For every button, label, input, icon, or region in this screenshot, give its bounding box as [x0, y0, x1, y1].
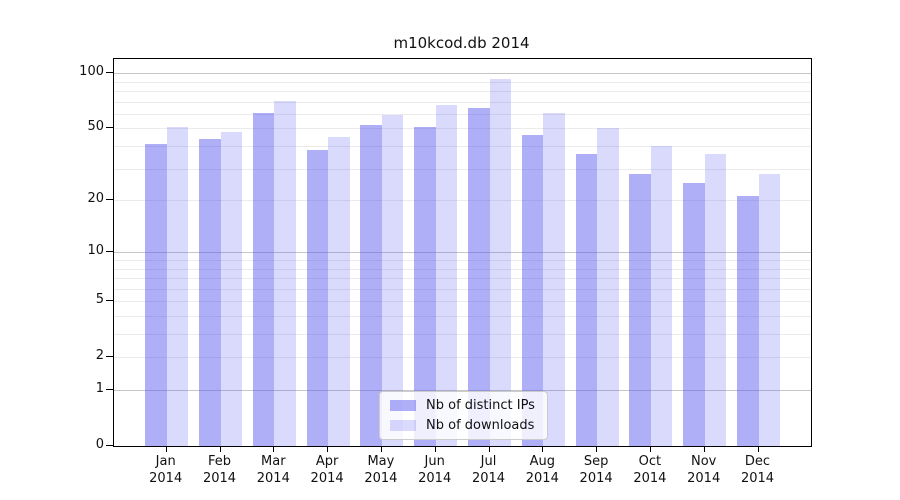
- x-tick-label: May 2014: [364, 454, 398, 486]
- x-tick-label: Dec 2014: [740, 454, 775, 486]
- bar-ips-mar: [252, 112, 275, 446]
- gridline-tick: [114, 200, 811, 202]
- legend-label-downloads: Nb of downloads: [426, 418, 535, 433]
- gridline-minor: [114, 91, 811, 93]
- y-tick-label: 10: [87, 243, 104, 259]
- x-tick-label: Nov 2014: [687, 454, 721, 486]
- bar-ips-jul: [468, 107, 490, 446]
- x-tick-mark: [649, 446, 651, 452]
- gridline-tick: [114, 128, 811, 130]
- bar-downloads-aug: [543, 112, 565, 446]
- y-tick-mark: [106, 72, 113, 74]
- bar-downloads-sep: [597, 128, 619, 446]
- legend-swatch-ips: [390, 400, 416, 411]
- x-tick-mark: [219, 446, 221, 452]
- gridline-minor: [114, 168, 811, 170]
- bar-downloads-may: [381, 115, 404, 446]
- x-tick-label: Feb 2014: [202, 454, 237, 486]
- x-tick-label: Apr 2014: [310, 454, 344, 486]
- legend-item-ips: Nb of distinct IPs: [390, 398, 535, 413]
- y-tick-mark: [106, 127, 113, 129]
- bar-downloads-jan: [166, 126, 189, 446]
- plot-area: [113, 58, 812, 447]
- y-tick-mark: [106, 445, 113, 446]
- y-tick-mark: [106, 389, 113, 390]
- x-tick-mark: [542, 446, 544, 452]
- y-tick-mark: [106, 251, 113, 253]
- y-tick-mark: [106, 356, 113, 358]
- bar-ips-apr: [306, 150, 329, 446]
- x-tick-label: Mar 2014: [256, 454, 290, 486]
- x-tick-mark: [434, 446, 436, 452]
- gridline-major: [114, 73, 811, 75]
- bar-ips-feb: [199, 138, 221, 446]
- gridline-minor: [114, 278, 811, 280]
- bar-ips-nov: [683, 182, 705, 446]
- y-tick-label: 5: [95, 292, 104, 308]
- gridline-minor: [114, 288, 811, 290]
- legend: Nb of distinct IPs Nb of downloads: [379, 391, 548, 440]
- gridline-minor: [114, 146, 811, 148]
- bar-downloads-apr: [328, 136, 350, 446]
- bar-downloads-oct: [650, 146, 673, 446]
- legend-label-ips: Nb of distinct IPs: [426, 398, 535, 413]
- gridline-minor: [114, 315, 811, 317]
- bar-ips-dec: [737, 196, 759, 446]
- bar-downloads-jul: [489, 78, 511, 446]
- y-tick-label: 50: [87, 119, 104, 135]
- gridline-minor: [114, 334, 811, 336]
- x-tick-mark: [380, 446, 382, 452]
- x-tick-label: Jan 2014: [149, 454, 183, 486]
- x-tick-mark: [488, 446, 490, 452]
- x-tick-label: Jun 2014: [418, 454, 452, 486]
- bar-ips-sep: [575, 154, 598, 446]
- y-tick-mark: [106, 199, 113, 201]
- y-tick-label: 0: [95, 437, 104, 452]
- x-tick-mark: [165, 446, 167, 452]
- bar-downloads-mar: [274, 100, 296, 446]
- x-tick-mark: [703, 446, 705, 452]
- gridline-tick: [114, 357, 811, 359]
- bar-downloads-dec: [758, 173, 780, 446]
- x-tick-mark: [327, 446, 329, 452]
- x-tick-mark: [596, 446, 598, 452]
- legend-item-downloads: Nb of downloads: [390, 418, 535, 433]
- gridline-major: [114, 252, 811, 254]
- legend-swatch-downloads: [390, 420, 416, 431]
- gridline-minor: [114, 113, 811, 115]
- gridline-minor: [114, 101, 811, 103]
- y-tick-label: 2: [95, 348, 104, 364]
- bar-ips-jan: [145, 144, 167, 446]
- bar-ips-jun: [414, 126, 436, 446]
- y-tick-label: 20: [87, 191, 104, 207]
- gridline-minor: [114, 268, 811, 270]
- chart-title: m10kcod.db 2014: [393, 34, 530, 52]
- gridline-tick: [114, 301, 811, 303]
- x-tick-label: Oct 2014: [633, 454, 667, 486]
- gridline-minor: [114, 81, 811, 83]
- x-tick-label: Sep 2014: [579, 454, 613, 486]
- x-tick-mark: [757, 446, 759, 452]
- x-tick-label: Jul 2014: [471, 454, 506, 486]
- bar-downloads-feb: [220, 131, 242, 446]
- gridline-major: [114, 390, 811, 391]
- y-tick-label: 100: [79, 64, 104, 80]
- bar-ips-may: [360, 125, 382, 446]
- x-tick-mark: [273, 446, 275, 452]
- bar-downloads-jun: [435, 105, 458, 446]
- bar-downloads-nov: [704, 154, 727, 446]
- y-tick-mark: [106, 300, 113, 302]
- bar-ips-oct: [629, 173, 651, 446]
- x-tick-label: Aug 2014: [525, 454, 559, 486]
- y-tick-label: 1: [95, 381, 104, 396]
- bar-ips-aug: [521, 134, 544, 446]
- gridline-minor: [114, 260, 811, 261]
